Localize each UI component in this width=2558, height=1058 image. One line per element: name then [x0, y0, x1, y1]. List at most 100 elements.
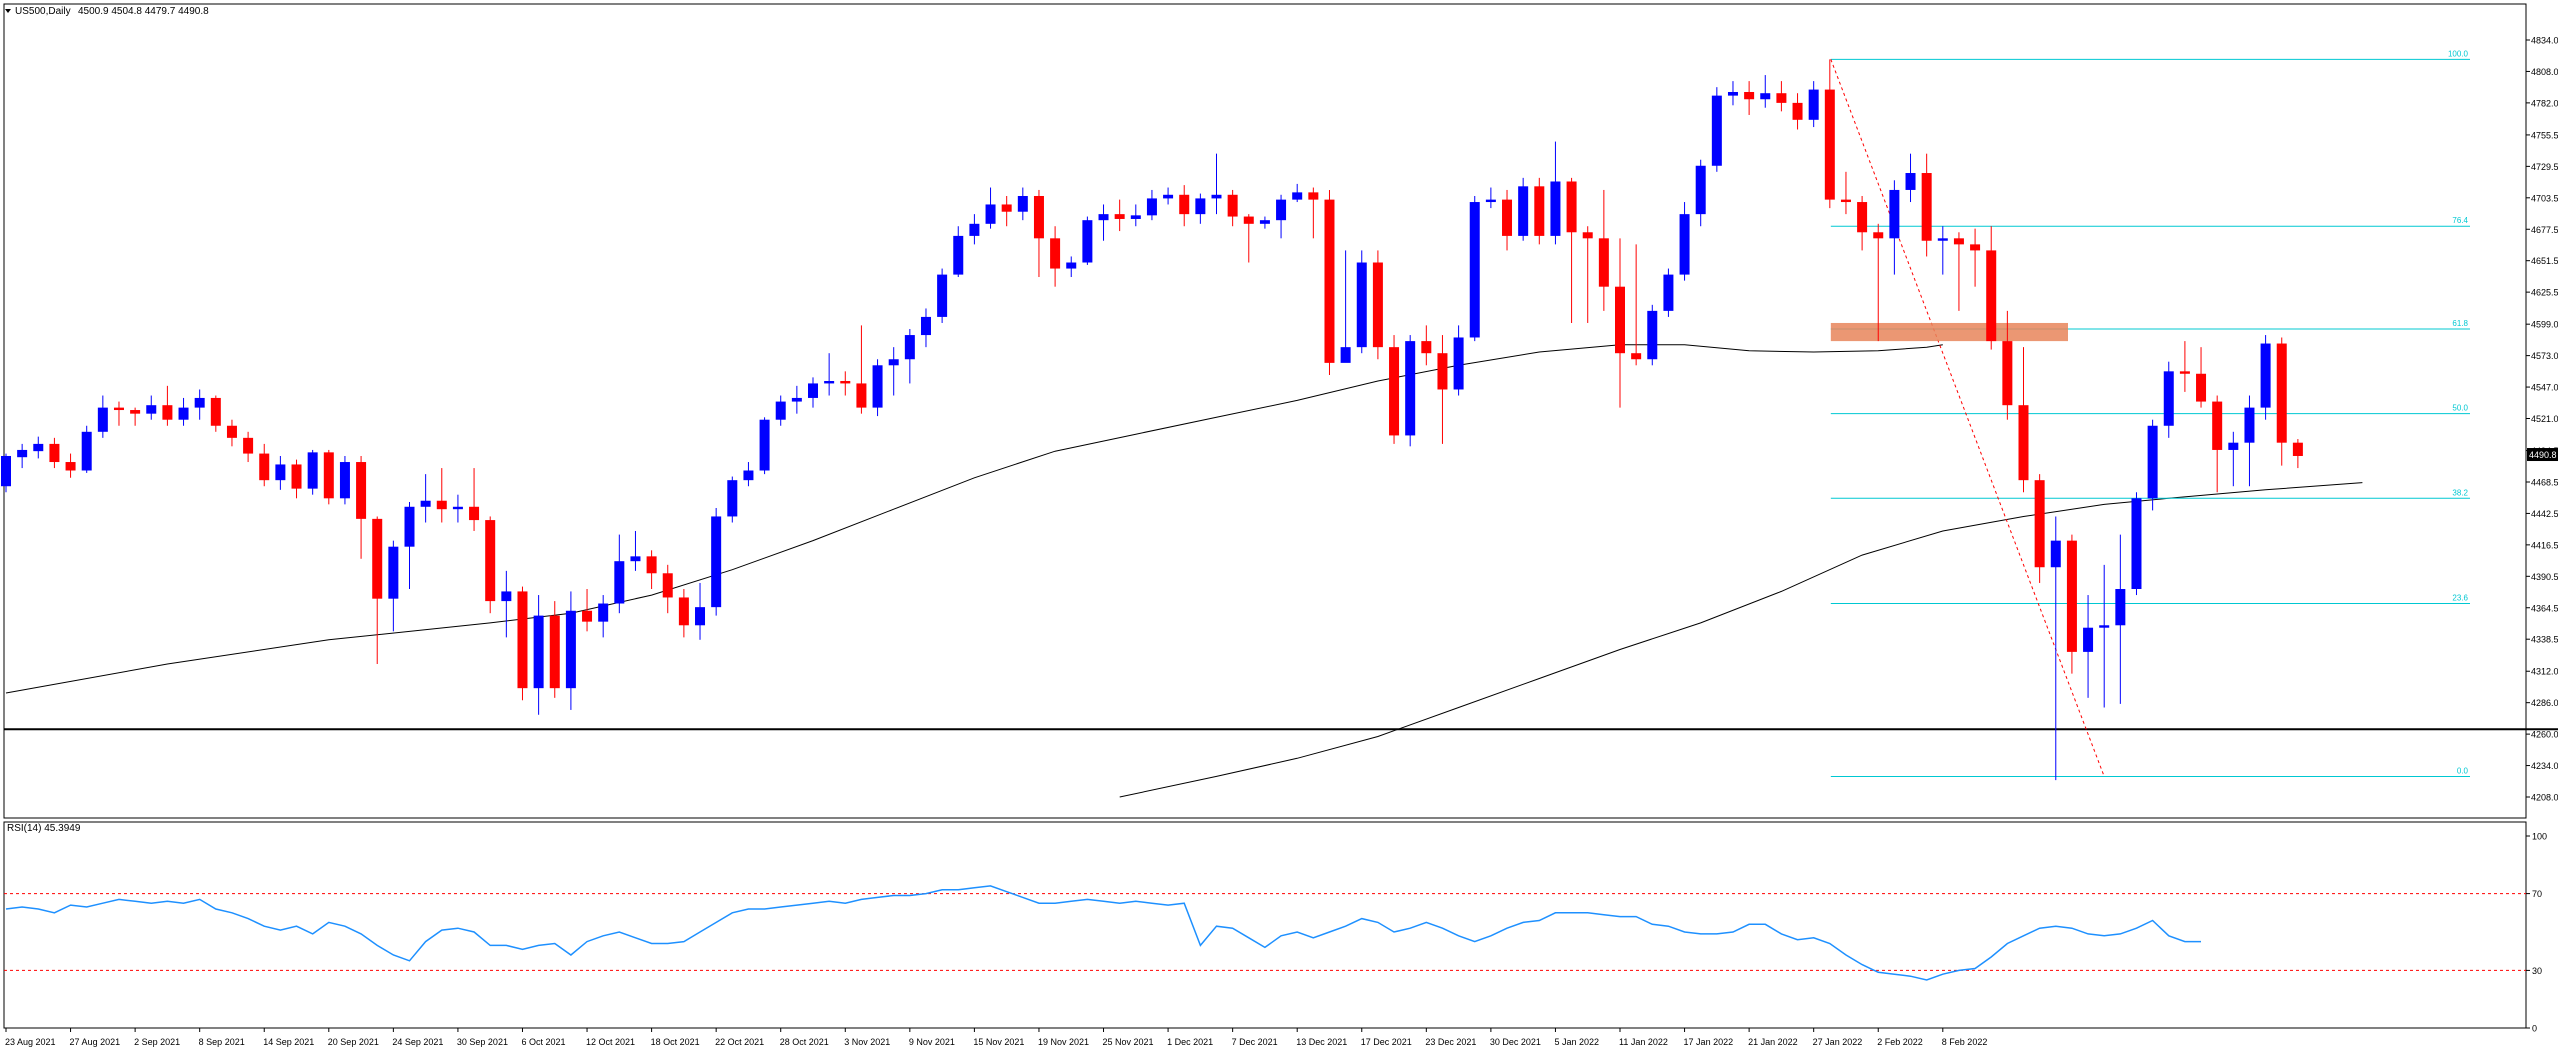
candle: [162, 385, 173, 426]
candle: [1953, 232, 1964, 311]
candle: [291, 459, 302, 499]
candle-body: [1598, 238, 1609, 287]
candle-body: [2163, 371, 2174, 426]
candle-body: [711, 516, 722, 608]
candle: [501, 570, 512, 638]
candle-body: [1905, 173, 1916, 190]
candle: [1905, 153, 1916, 203]
candle-body: [1437, 353, 1448, 390]
candle-body: [1211, 194, 1222, 199]
price-tick-label: 4312.0: [2531, 667, 2558, 677]
time-axis: 23 Aug 2021 27 Aug 2021 2 Sep 2021 8 Sep 20…: [5, 1028, 1987, 1047]
price-tick-label: 4442.5: [2531, 509, 2558, 519]
candle-body: [824, 381, 835, 384]
candle-body: [2179, 371, 2190, 374]
time-tick-label: 11 Jan 2022: [1619, 1037, 1668, 1047]
candle: [2163, 361, 2174, 438]
fib-level-label: 76.4: [2452, 216, 2468, 225]
candle-body: [1550, 181, 1561, 236]
candle-body: [323, 452, 334, 499]
candle-body: [1744, 91, 1755, 100]
rsi-panel: 100 70 30 0: [4, 832, 2547, 1034]
candle: [1308, 187, 1319, 239]
price-tick-label: 4703.5: [2531, 193, 2558, 203]
fib-level-label: 0.0: [2457, 766, 2469, 775]
candle: [1372, 250, 1383, 360]
candle-body: [2244, 407, 2255, 443]
rsi-panel-border: [3, 821, 2527, 1029]
candle-body: [1679, 214, 1690, 275]
candle: [872, 359, 883, 417]
candle: [1921, 153, 1932, 257]
candle: [1566, 177, 1577, 323]
candle-body: [1001, 204, 1012, 212]
candle: [775, 395, 786, 426]
rsi-tick-label: 70: [2532, 889, 2542, 899]
candle: [469, 468, 480, 531]
candle-body: [291, 464, 302, 489]
candle: [598, 595, 609, 638]
time-tick-label: 17 Jan 2022: [1684, 1037, 1734, 1047]
candle-body: [356, 462, 367, 519]
candle-body: [1631, 353, 1642, 360]
candle: [678, 589, 689, 638]
candle: [711, 507, 722, 616]
candle-body: [97, 407, 108, 432]
collapse-triangle-icon[interactable]: [5, 9, 11, 13]
price-tick-label: 4260.0: [2531, 730, 2558, 740]
candle: [985, 187, 996, 229]
candle: [1098, 204, 1109, 241]
price-tick-label: 4599.0: [2531, 320, 2558, 330]
price-tick-label: 4651.5: [2531, 256, 2558, 266]
candle: [969, 214, 980, 245]
candle-body: [565, 610, 576, 689]
price-tick-label: 4755.5: [2531, 130, 2558, 140]
candle-body: [678, 597, 689, 626]
candle: [549, 601, 560, 698]
candle-body: [775, 401, 786, 420]
candle: [2276, 337, 2287, 466]
candle: [888, 347, 899, 396]
candle-body: [81, 431, 92, 471]
time-tick-label: 15 Nov 2021: [973, 1037, 1024, 1047]
candle-body: [1937, 238, 1948, 241]
candle-body: [937, 274, 948, 317]
candle-body: [259, 453, 270, 481]
candle-body: [65, 462, 76, 471]
candle-body: [1033, 195, 1044, 239]
candle: [937, 268, 948, 323]
candle-body: [1566, 181, 1577, 233]
time-tick-label: 8 Sep 2021: [199, 1037, 245, 1047]
candle: [727, 476, 738, 523]
candle: [2244, 395, 2255, 487]
candle-body: [372, 518, 383, 599]
ma-short-line: [5, 344, 1943, 694]
candle: [630, 530, 641, 571]
candle-body: [969, 223, 980, 236]
candle: [49, 437, 60, 469]
price-tick-label: 4625.5: [2531, 288, 2558, 298]
candle: [1243, 214, 1254, 263]
candle-body: [485, 520, 496, 602]
candle: [97, 395, 108, 438]
candle-body: [1663, 274, 1674, 311]
candle-body: [210, 397, 221, 426]
candle-body: [614, 561, 625, 604]
candle: [1550, 141, 1561, 245]
candle: [372, 516, 383, 664]
candle-body: [1615, 286, 1625, 354]
candle: [243, 431, 254, 463]
candle-body: [2292, 442, 2303, 456]
candle-body: [420, 500, 431, 507]
candle: [388, 540, 399, 632]
candle-body: [856, 383, 867, 408]
candle: [1873, 223, 1884, 342]
candle-body: [985, 204, 996, 224]
candle: [113, 401, 124, 426]
price-tick-label: 4547.0: [2531, 383, 2558, 393]
candle: [1663, 268, 1674, 317]
candle: [1082, 216, 1093, 265]
candle: [1647, 304, 1658, 366]
candle: [194, 389, 205, 420]
time-tick-label: 5 Jan 2022: [1554, 1037, 1599, 1047]
